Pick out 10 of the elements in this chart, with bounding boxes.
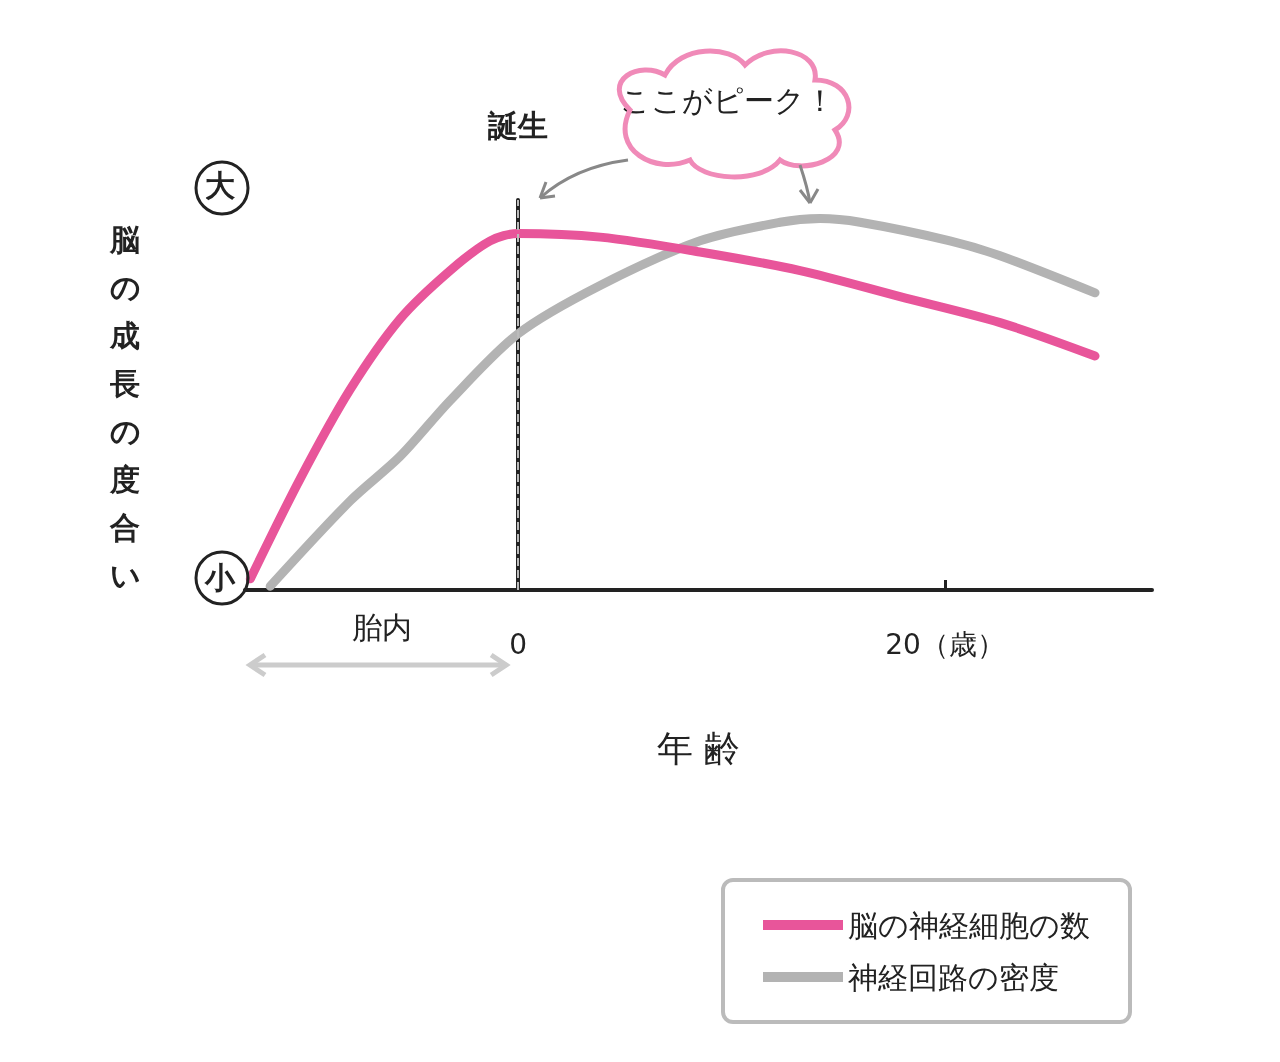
x-axis-title: 年 齢 [656,727,741,769]
ref-line-label: 誕生 [487,107,549,143]
legend-label: 神経回路の密度 [848,959,1059,995]
text: 胎内 [351,609,412,645]
x-tick-label: 20（歳） [885,627,1005,661]
legend-label: 脳の神経細胞の数 [848,907,1090,943]
y-axis-title: 脳の成長の度合い [109,221,141,593]
x-tick-label: 0 [509,627,528,661]
text: 大 [205,167,236,203]
text: 小 [204,559,236,595]
